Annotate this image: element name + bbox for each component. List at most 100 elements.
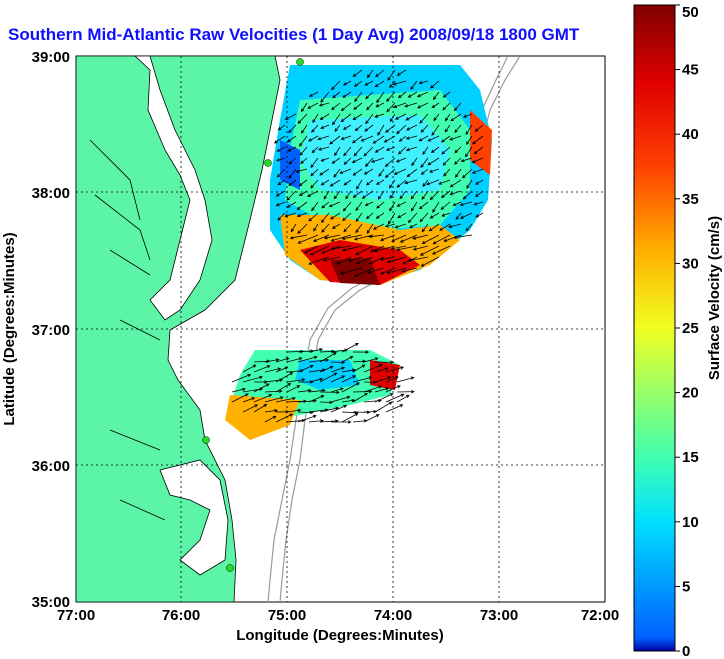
velocity-vector: [449, 179, 462, 188]
velocity-vector: [298, 190, 308, 197]
colorbar-ticks: 0 5 10 15 20 25 30 35 40 45 50: [675, 4, 699, 659]
velocity-vector: [412, 234, 429, 240]
velocity-vector: [353, 146, 363, 157]
velocity-vector: [396, 69, 407, 76]
velocity-vector: [341, 368, 356, 373]
velocity-vector: [376, 91, 385, 104]
velocity-vector: [439, 223, 451, 231]
y-tick-label: 36:00: [32, 458, 70, 475]
station-marker: [226, 564, 234, 572]
velocity-vector: [352, 376, 373, 383]
velocity-vectors: [231, 69, 484, 424]
velocity-vector: [432, 234, 451, 245]
velocity-vector: [341, 356, 354, 363]
velocity-vector: [449, 190, 462, 196]
velocity-vector: [475, 179, 484, 185]
velocity-vector: [308, 395, 325, 403]
velocity-vector: [405, 135, 418, 140]
velocity-vector: [374, 146, 385, 153]
velocity-vector: [345, 190, 352, 200]
y-tick-label: 35:00: [32, 594, 70, 611]
velocity-vector: [355, 245, 374, 256]
velocity-vector: [401, 267, 418, 273]
velocity-vector: [275, 201, 286, 207]
velocity-vector: [352, 69, 363, 77]
velocity-vector: [380, 267, 396, 275]
velocity-vector: [275, 396, 296, 403]
velocity-vector: [273, 135, 286, 144]
velocity-vector: [319, 400, 333, 405]
velocity-vector: [289, 234, 308, 240]
velocity-vector: [376, 201, 385, 209]
velocity-vector: [308, 358, 330, 363]
velocity-vector: [275, 382, 292, 393]
velocity-vector: [320, 157, 330, 162]
velocity-vector: [386, 256, 407, 264]
velocity-vector: [343, 157, 352, 165]
velocity-vector: [406, 168, 418, 178]
velocity-vector: [433, 113, 440, 122]
velocity-vector: [352, 190, 363, 198]
velocity-vector: [275, 190, 286, 197]
velocity-vector: [276, 168, 286, 178]
velocity-vector: [352, 359, 367, 363]
velocity-vector: [386, 102, 396, 113]
velocity-vector: [242, 375, 264, 383]
velocity-vector: [397, 146, 407, 155]
velocity-vector: [352, 168, 363, 176]
velocity-vector: [452, 201, 462, 206]
velocity-vector: [444, 124, 451, 133]
velocity-vector: [453, 102, 462, 112]
velocity-vector: [308, 377, 324, 383]
velocity-vector: [418, 201, 429, 210]
velocity-vector: [253, 403, 268, 413]
velocity-vector: [310, 179, 319, 189]
velocity-vector: [387, 69, 396, 81]
velocity-vector: [394, 113, 407, 120]
velocity-vector: [396, 376, 415, 383]
velocity-vector: [352, 113, 363, 120]
velocity-vector: [323, 190, 330, 200]
velocity-vector: [396, 245, 418, 252]
velocity-vector: [374, 393, 394, 403]
velocity-vector: [319, 365, 334, 373]
velocity-vector: [410, 201, 418, 212]
velocity-vector: [384, 157, 396, 167]
velocity-vector: [393, 102, 407, 109]
velocity-vector: [319, 390, 340, 395]
velocity-vector: [343, 146, 352, 157]
velocity-vector: [286, 357, 303, 363]
velocity-vector: [366, 223, 374, 234]
velocity-vector: [454, 146, 462, 154]
velocity-vector: [396, 394, 410, 403]
velocity-vector: [331, 157, 341, 164]
velocity-vector: [392, 80, 407, 86]
velocity-vector: [391, 234, 407, 242]
velocity-vector: [406, 124, 418, 131]
velocity-vector: [429, 212, 440, 219]
velocity-vector: [386, 91, 396, 102]
velocity-vector: [242, 364, 257, 373]
station-marker: [202, 436, 210, 444]
velocity-vector: [319, 113, 330, 120]
velocity-vector: [312, 234, 330, 242]
velocity-vector: [342, 124, 352, 130]
velocity-vector: [328, 201, 341, 208]
velocity-vector: [308, 91, 319, 97]
velocity-vector: [287, 146, 297, 152]
velocity-vector: [320, 212, 330, 223]
velocity-vector: [343, 179, 352, 186]
velocity-vector: [330, 395, 351, 403]
velocity-vector: [352, 392, 368, 403]
velocity-vector: [473, 201, 484, 206]
velocity-vector: [431, 102, 440, 109]
velocity-vector: [364, 124, 374, 132]
velocity-vector: [473, 146, 484, 155]
velocity-vector: [264, 415, 277, 423]
velocity-vector: [288, 179, 297, 186]
velocity-vector: [264, 389, 283, 393]
velocity-vector: [342, 212, 352, 222]
station-markers: [202, 58, 304, 572]
velocity-vector: [378, 168, 385, 177]
